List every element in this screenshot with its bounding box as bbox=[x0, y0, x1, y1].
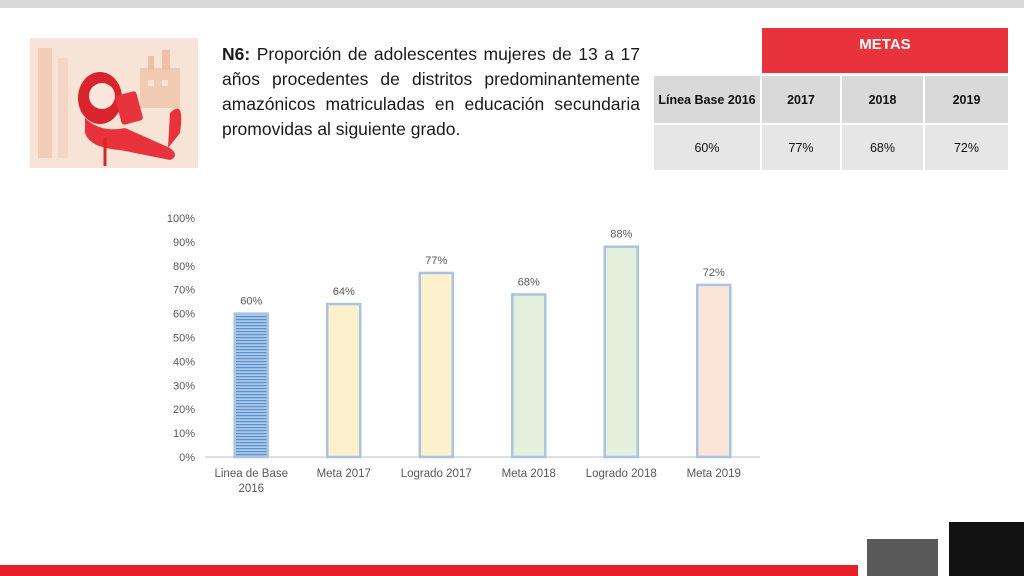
indicator-code: N6: bbox=[222, 44, 251, 64]
data-label: 77% bbox=[425, 255, 447, 267]
x-tick-label: Logrado 2017 bbox=[401, 468, 472, 480]
bar bbox=[418, 271, 454, 459]
bottom-gray-block bbox=[867, 539, 938, 576]
x-tick-label: 2016 bbox=[238, 483, 264, 495]
metas-col-header: Línea Base 2016 bbox=[653, 75, 761, 124]
data-label: 88% bbox=[610, 229, 632, 241]
x-tick-label: Logrado 2018 bbox=[586, 468, 657, 480]
x-tick-label: Linea de Base bbox=[214, 468, 288, 480]
y-tick-label: 90% bbox=[173, 237, 195, 249]
bar bbox=[511, 293, 547, 459]
data-label: 72% bbox=[703, 267, 725, 279]
indicator-description: N6: Proporción de adolescentes mujeres d… bbox=[222, 42, 640, 142]
y-tick-label: 0% bbox=[179, 452, 195, 464]
metas-value-cell: 68% bbox=[841, 124, 924, 171]
bottom-red-bar bbox=[0, 565, 858, 576]
y-tick-label: 20% bbox=[173, 404, 195, 416]
y-tick-label: 80% bbox=[173, 261, 195, 273]
y-tick-label: 40% bbox=[173, 356, 195, 368]
y-tick-label: 10% bbox=[173, 428, 195, 440]
metas-col-header: 2017 bbox=[761, 75, 841, 124]
x-tick-label: Meta 2019 bbox=[687, 468, 741, 480]
bar bbox=[696, 283, 732, 459]
metas-values-row: 60% 77% 68% 72% bbox=[653, 124, 1009, 171]
bar bbox=[233, 312, 269, 459]
bottom-black-block bbox=[949, 522, 1024, 576]
data-label: 60% bbox=[240, 296, 262, 308]
data-label: 68% bbox=[518, 276, 540, 288]
x-tick-label: Meta 2018 bbox=[502, 468, 556, 480]
y-tick-label: 30% bbox=[173, 380, 195, 392]
top-decor-bar bbox=[0, 0, 1024, 8]
y-tick-label: 100% bbox=[167, 213, 195, 225]
metas-value-cell: 77% bbox=[761, 124, 841, 171]
x-tick-label: Meta 2017 bbox=[317, 468, 371, 480]
data-label: 64% bbox=[333, 286, 355, 298]
metas-value-cell: 72% bbox=[924, 124, 1009, 171]
y-tick-label: 50% bbox=[173, 333, 195, 345]
bar-chart: 0% 10% 20% 30% 40% 50% 60% 70% 80% 90% 100% 60% Line… bbox=[167, 213, 760, 495]
y-tick-label: 70% bbox=[173, 285, 195, 297]
metas-value-cell: 60% bbox=[653, 124, 761, 171]
metas-header-row: Línea Base 2016 2017 2018 2019 bbox=[653, 75, 1009, 124]
indicator-text: Proporción de adolescentes mujeres de 13… bbox=[222, 44, 640, 139]
metas-col-header: 2019 bbox=[924, 75, 1009, 124]
bar bbox=[603, 245, 639, 459]
metas-header: METAS bbox=[761, 27, 1009, 74]
reading-girl-illustration bbox=[30, 38, 198, 168]
bar bbox=[326, 302, 362, 459]
y-tick-label: 60% bbox=[173, 309, 195, 321]
metas-col-header: 2018 bbox=[841, 75, 924, 124]
